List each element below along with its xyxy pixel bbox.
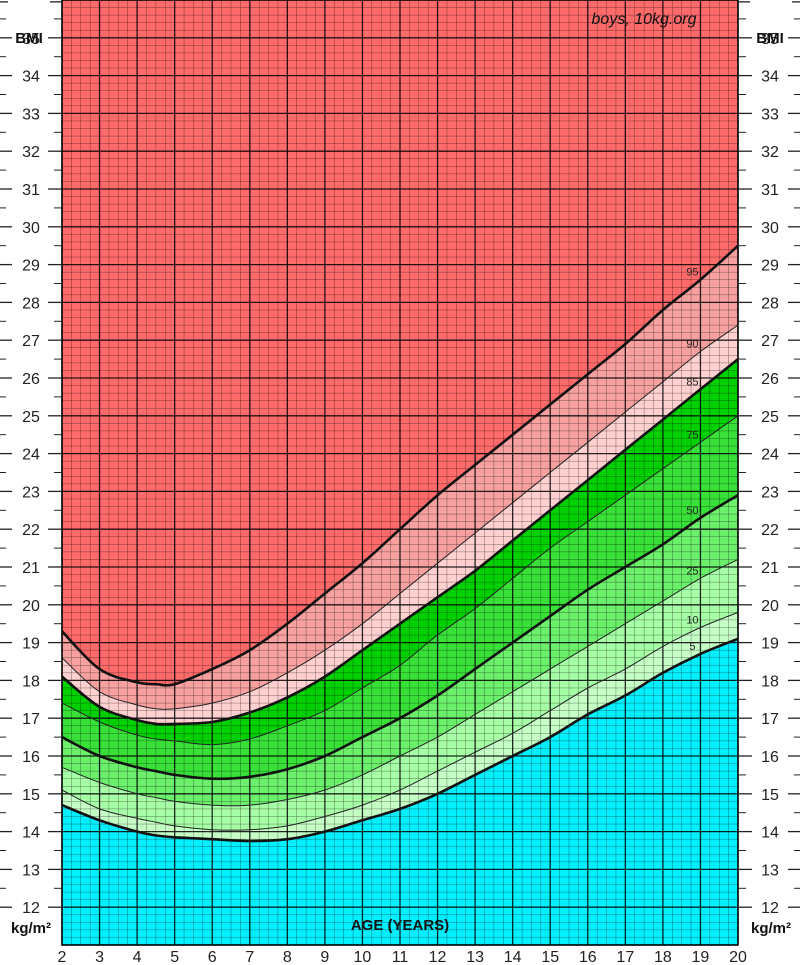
x-tick-label: 3: [95, 949, 104, 965]
x-tick-label: 9: [320, 949, 329, 965]
y-tick-label-left: 13: [22, 862, 40, 879]
percentile-curves: [61, 244, 739, 843]
x-tick-label: 13: [466, 949, 484, 965]
y-tick-label-left: 30: [22, 220, 40, 237]
y-tick-label-left: 29: [22, 258, 40, 275]
x-tick-label: 17: [616, 949, 634, 965]
y-tick-label-right: 20: [761, 598, 779, 615]
curve-label-p90: 90: [686, 339, 698, 351]
y-tick-label-left: 16: [22, 749, 40, 766]
y-axis-label-left: BMI: [15, 30, 43, 47]
x-tick-label: 16: [579, 949, 597, 965]
y-tick-label-right: 25: [761, 409, 779, 426]
y-tick-label-right: 24: [761, 447, 779, 464]
y-tick-label-left: 21: [22, 560, 40, 577]
y-tick-label-right: 16: [761, 749, 779, 766]
y-tick-label-left: 19: [22, 636, 40, 653]
x-tick-label: 5: [170, 949, 179, 965]
grid: [61, 0, 739, 946]
x-tick-label: 19: [692, 949, 710, 965]
curve-label-p75: 75: [686, 429, 698, 441]
x-tick-label: 8: [283, 949, 292, 965]
y-tick-label-right: 13: [761, 862, 779, 879]
x-tick-label: 6: [208, 949, 217, 965]
bottom-axis: 2 3 4 5 6 7 8 9 10 11 12 13 14 15 16 17 18 19 20: [58, 949, 747, 965]
y-tick-label-right: 26: [761, 371, 779, 388]
y-tick-label-left: 24: [22, 447, 40, 464]
curve-label-p85: 85: [686, 376, 698, 388]
y-tick-label-right: 27: [761, 333, 779, 350]
x-tick-label: 11: [392, 949, 409, 965]
y-tick-label-right: 34: [761, 69, 779, 86]
curve-label-p25: 25: [686, 565, 698, 577]
x-tick-label: 14: [504, 949, 522, 965]
curve-label-p5: 5: [689, 641, 695, 653]
y-tick-label-left: 15: [22, 787, 40, 804]
curve-p85: [61, 358, 739, 726]
curve-p25: [61, 558, 739, 807]
x-tick-label: 4: [133, 949, 142, 965]
unit-label-left: kg/m²: [11, 920, 51, 937]
y-tick-label-left: 34: [22, 69, 40, 86]
y-tick-label-left: 17: [22, 711, 40, 728]
y-tick-label-right: 32: [761, 144, 779, 161]
curve-p90: [61, 324, 739, 710]
y-tick-label-left: 14: [22, 825, 40, 842]
curve-p10: [61, 611, 739, 831]
unit-label-right: kg/m²: [751, 920, 791, 937]
y-tick-label-right: 15: [761, 787, 779, 804]
y-tick-label-right: 18: [761, 673, 779, 690]
y-tick-label-left: 25: [22, 409, 40, 426]
curve-label-p10: 10: [686, 614, 698, 626]
curve-p75: [61, 415, 739, 746]
y-tick-label-left: 35: [22, 31, 40, 48]
y-tick-label-right: 28: [761, 295, 779, 312]
y-tick-label-left: 26: [22, 371, 40, 388]
y-tick-label-right: 14: [761, 825, 779, 842]
curve-label-p50: 50: [686, 505, 698, 517]
y-tick-label-left: 28: [22, 295, 40, 312]
y-tick-label-left: 18: [22, 673, 40, 690]
y-tick-label-left: 12: [22, 900, 40, 917]
y-tick-label-right: 12: [761, 900, 779, 917]
y-axis-label-right: BMI: [756, 30, 784, 47]
curve-p5: [61, 637, 739, 843]
y-tick-label-left: 22: [22, 522, 40, 539]
y-tick-label-right: 21: [761, 560, 779, 577]
y-tick-label-right: 31: [761, 182, 779, 199]
y-tick-label-left: 20: [22, 598, 40, 615]
y-tick-label-left: 27: [22, 333, 40, 350]
right-axis: 12 13 14 15 16 17 18 19 20 21 22 23 24 25 26 27 28 29 30 31…: [738, 1, 800, 917]
x-tick-label: 7: [245, 949, 254, 965]
y-tick-label-right: 17: [761, 711, 779, 728]
y-tick-label-right: 33: [761, 106, 779, 123]
curve-label-p95: 95: [686, 267, 698, 279]
y-tick-label-right: 35: [761, 31, 779, 48]
y-tick-label-right: 29: [761, 258, 779, 275]
percentile-labels: 5 10 25 50 75 85 90 95: [686, 267, 698, 653]
y-tick-label-right: 22: [761, 522, 779, 539]
curve-p95: [61, 244, 739, 687]
curve-p50: [61, 494, 739, 781]
y-tick-label-right: 23: [761, 484, 779, 501]
y-tick-label-right: 19: [761, 636, 779, 653]
left-axis: 12 13 14 15 16 17 18 19 20 21 22 23 24 25 26 27 28 29 30 31…: [0, 1, 62, 917]
x-tick-label: 2: [58, 949, 67, 965]
y-tick-label-right: 30: [761, 220, 779, 237]
x-tick-label: 15: [541, 949, 559, 965]
y-tick-label-left: 23: [22, 484, 40, 501]
y-tick-label-left: 32: [22, 144, 40, 161]
x-tick-label: 20: [729, 949, 747, 965]
x-tick-label: 12: [429, 949, 447, 965]
chart-watermark: boys, 10kg.org: [592, 11, 697, 28]
x-axis-label: AGE (YEARS): [351, 917, 449, 934]
x-tick-label: 18: [654, 949, 672, 965]
x-tick-label: 10: [354, 949, 372, 965]
y-tick-label-left: 33: [22, 106, 40, 123]
y-tick-label-left: 31: [22, 182, 40, 199]
